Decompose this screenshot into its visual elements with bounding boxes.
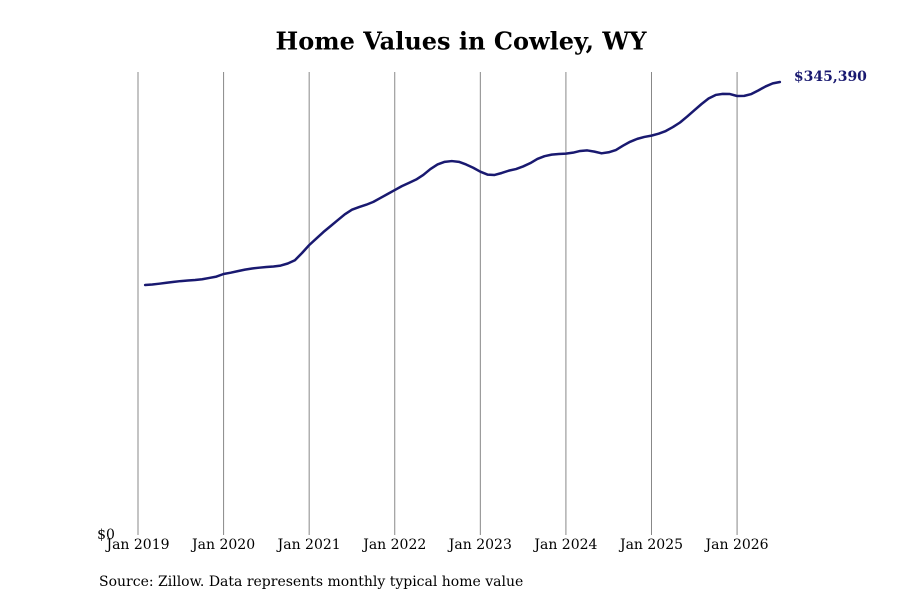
y-tick-label: $0 [97,527,115,543]
x-tick-label: Jan 2020 [190,537,255,553]
x-tick-label: Jan 2023 [447,537,512,553]
x-tick-label: Jan 2026 [704,537,769,553]
line [143,80,782,287]
source-note: Source: Zillow. Data represents monthly … [99,574,523,590]
x-tick-label: Jan 2025 [618,537,683,553]
x-tick-label: Jan 2022 [361,537,426,553]
chart-title: Home Values in Cowley, WY [276,27,648,56]
end-label: $345,390 [794,69,867,85]
x-tick-label: Jan 2019 [104,537,169,553]
x-tick-label: Jan 2024 [532,537,597,553]
x-tick-label: Jan 2021 [276,537,341,553]
